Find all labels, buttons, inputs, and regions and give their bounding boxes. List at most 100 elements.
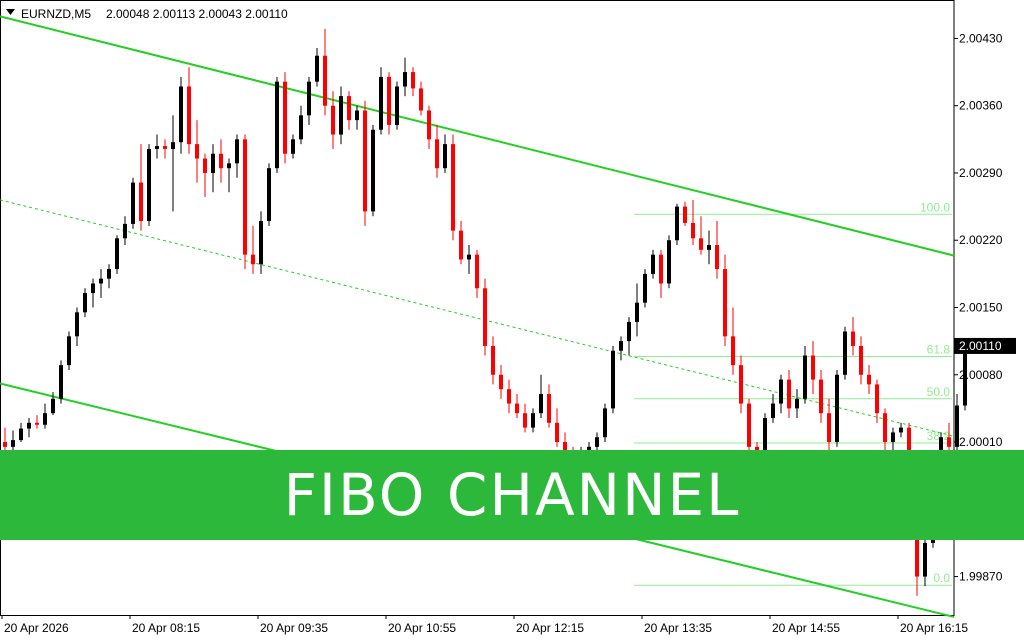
candle[interactable] (443, 134, 447, 173)
candle[interactable] (843, 326, 847, 380)
candle[interactable] (331, 91, 335, 149)
candle[interactable] (211, 144, 215, 193)
candle[interactable] (899, 422, 903, 438)
candle[interactable] (307, 76, 311, 125)
candle[interactable] (651, 249, 655, 279)
candle[interactable] (91, 278, 95, 308)
candle[interactable] (867, 365, 871, 394)
candle[interactable] (491, 336, 495, 385)
candle[interactable] (835, 369, 839, 447)
candle[interactable] (683, 201, 687, 226)
candle[interactable] (195, 120, 199, 183)
candle[interactable] (51, 392, 55, 416)
candle[interactable] (787, 369, 791, 419)
candle[interactable] (523, 403, 527, 433)
candle[interactable] (19, 422, 23, 443)
candle[interactable] (963, 343, 967, 411)
candle[interactable] (283, 72, 287, 164)
candle[interactable] (891, 427, 895, 452)
candle[interactable] (619, 336, 623, 361)
candle[interactable] (395, 81, 399, 130)
candle[interactable] (435, 124, 439, 178)
candle[interactable] (75, 307, 79, 346)
candle[interactable] (715, 221, 719, 279)
candle[interactable] (27, 418, 31, 438)
candle[interactable] (699, 216, 703, 255)
candle[interactable] (475, 249, 479, 298)
candle[interactable] (155, 134, 159, 159)
candle[interactable] (123, 216, 127, 246)
candle[interactable] (139, 144, 143, 231)
candle[interactable] (203, 153, 207, 197)
candle[interactable] (611, 345, 615, 414)
candle[interactable] (147, 144, 151, 226)
candle[interactable] (451, 134, 455, 241)
candle[interactable] (355, 105, 359, 130)
candle[interactable] (731, 307, 735, 375)
candle[interactable] (427, 105, 431, 149)
candle[interactable] (259, 211, 263, 274)
candle[interactable] (739, 355, 743, 414)
candle[interactable] (251, 225, 255, 274)
candle[interactable] (531, 408, 535, 433)
candle[interactable] (43, 403, 47, 429)
candles[interactable] (3, 28, 967, 596)
candle[interactable] (691, 199, 695, 246)
candle[interactable] (507, 379, 511, 414)
candle[interactable] (723, 254, 727, 346)
candle[interactable] (115, 235, 119, 274)
candle[interactable] (811, 341, 815, 394)
candle[interactable] (11, 430, 15, 452)
candle[interactable] (795, 389, 799, 419)
candle[interactable] (603, 403, 607, 443)
channel-middle-line[interactable] (0, 199, 955, 437)
candle[interactable] (851, 317, 855, 356)
candle[interactable] (83, 288, 87, 318)
candle[interactable] (99, 269, 103, 298)
candle[interactable] (131, 177, 135, 229)
candle[interactable] (555, 408, 559, 447)
candle[interactable] (675, 203, 679, 246)
candle[interactable] (667, 235, 671, 289)
candle[interactable] (267, 163, 271, 226)
candle[interactable] (635, 283, 639, 337)
candle[interactable] (387, 72, 391, 135)
candle[interactable] (499, 365, 503, 399)
candle[interactable] (275, 76, 279, 173)
candle[interactable] (411, 67, 415, 97)
candle[interactable] (659, 249, 663, 298)
candle[interactable] (179, 76, 183, 154)
candle[interactable] (539, 374, 543, 419)
candle[interactable] (515, 393, 519, 419)
candle[interactable] (803, 345, 807, 404)
candle[interactable] (291, 134, 295, 159)
candle[interactable] (883, 408, 887, 452)
chevron-down-icon[interactable] (6, 9, 15, 15)
candle[interactable] (819, 369, 823, 423)
candle[interactable] (875, 379, 879, 423)
candle[interactable] (59, 360, 63, 404)
candle[interactable] (67, 331, 71, 370)
candle[interactable] (459, 221, 463, 265)
candle[interactable] (403, 57, 407, 97)
candle[interactable] (779, 374, 783, 414)
candle[interactable] (219, 139, 223, 183)
candle[interactable] (547, 384, 551, 428)
candle[interactable] (163, 139, 167, 159)
candle[interactable] (299, 105, 303, 145)
candle[interactable] (107, 264, 111, 289)
candle[interactable] (859, 336, 863, 385)
candle[interactable] (323, 28, 327, 116)
candle[interactable] (371, 124, 375, 217)
candle[interactable] (827, 398, 831, 457)
candle[interactable] (643, 269, 647, 308)
candle[interactable] (363, 100, 367, 226)
candle[interactable] (171, 115, 175, 212)
candle[interactable] (339, 86, 343, 145)
candle[interactable] (187, 67, 191, 154)
candle[interactable] (379, 67, 383, 135)
candle[interactable] (227, 158, 231, 193)
candle[interactable] (467, 245, 471, 274)
candle[interactable] (627, 317, 631, 356)
